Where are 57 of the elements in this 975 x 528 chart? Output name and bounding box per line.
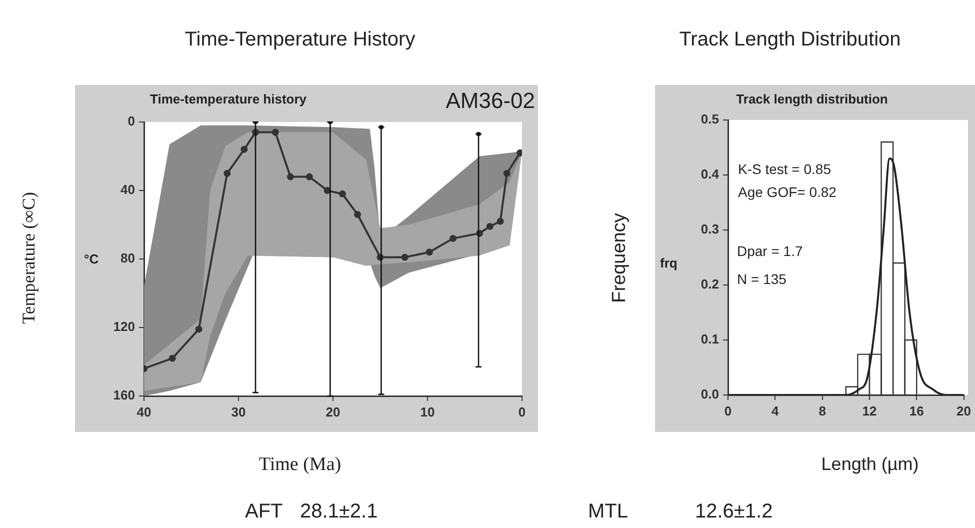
x-tick-label: 10 — [420, 404, 435, 420]
y-tick-label: 0 — [128, 114, 135, 129]
y-tick-label: 0.0 — [700, 386, 719, 402]
y-tick-label: 0.4 — [700, 166, 720, 182]
chart-title: Track Length Distribution — [679, 28, 901, 51]
text: MTL — [588, 500, 628, 523]
point — [503, 170, 510, 177]
x-tick-label: 0 — [518, 404, 526, 420]
x-tick-label: 0 — [724, 403, 732, 418]
text: 28.1±2.1 — [300, 500, 378, 523]
text: Track length distribution — [736, 92, 888, 107]
x-tick-label: 30 — [231, 404, 246, 420]
y-tick-label: 0.2 — [700, 276, 719, 292]
point — [286, 173, 294, 180]
y-axis-title: Frequency — [609, 212, 630, 303]
point — [324, 187, 331, 194]
point — [306, 173, 313, 180]
y-tick-label: 80 — [120, 250, 135, 266]
point — [401, 254, 408, 261]
y-tick-label: 0.3 — [700, 222, 719, 237]
x-axis-title: Length (µm) — [821, 454, 919, 474]
point — [426, 248, 433, 256]
x-tick-label: 8 — [818, 403, 826, 418]
y-tick-label: 0.1 — [700, 332, 719, 347]
point — [224, 170, 231, 177]
point — [195, 326, 202, 333]
text: AM36-02 — [446, 88, 535, 114]
text: °C — [84, 252, 100, 267]
y-tick-label: 40 — [120, 182, 135, 198]
text: 12.6±1.2 — [695, 500, 773, 523]
x-axis-title: Time (Ma) — [258, 454, 342, 475]
annotation: N = 135 — [737, 270, 787, 287]
y-axis-title: Temperature (∞C) — [18, 192, 39, 324]
y-tick-label: 160 — [113, 388, 135, 403]
x-tick-label: 20 — [956, 403, 972, 418]
x-tick-label: 4 — [772, 403, 780, 418]
x-tick-label: 16 — [909, 403, 924, 418]
chart-title: Time-Temperature History — [184, 28, 416, 51]
text: AFT — [245, 500, 283, 523]
point — [354, 210, 362, 218]
x-tick-label: 40 — [136, 404, 152, 420]
point — [240, 146, 248, 153]
point — [496, 218, 504, 225]
annotation: K-S test = 0.85 — [738, 160, 832, 177]
x-tick-label: 12 — [862, 403, 877, 418]
x-tick-label: 20 — [326, 404, 340, 420]
annotation: Age GOF= 0.82 — [738, 184, 837, 200]
text: Time-temperature history — [150, 92, 308, 107]
y-tick-label: 120 — [113, 319, 135, 334]
y-tick-label: 0.5 — [700, 112, 719, 127]
point — [486, 222, 494, 230]
text: frq — [660, 256, 678, 271]
point — [338, 190, 346, 198]
point — [168, 354, 176, 362]
point — [272, 128, 279, 136]
annotation: Dpar = 1.7 — [737, 242, 803, 259]
point — [450, 234, 457, 242]
